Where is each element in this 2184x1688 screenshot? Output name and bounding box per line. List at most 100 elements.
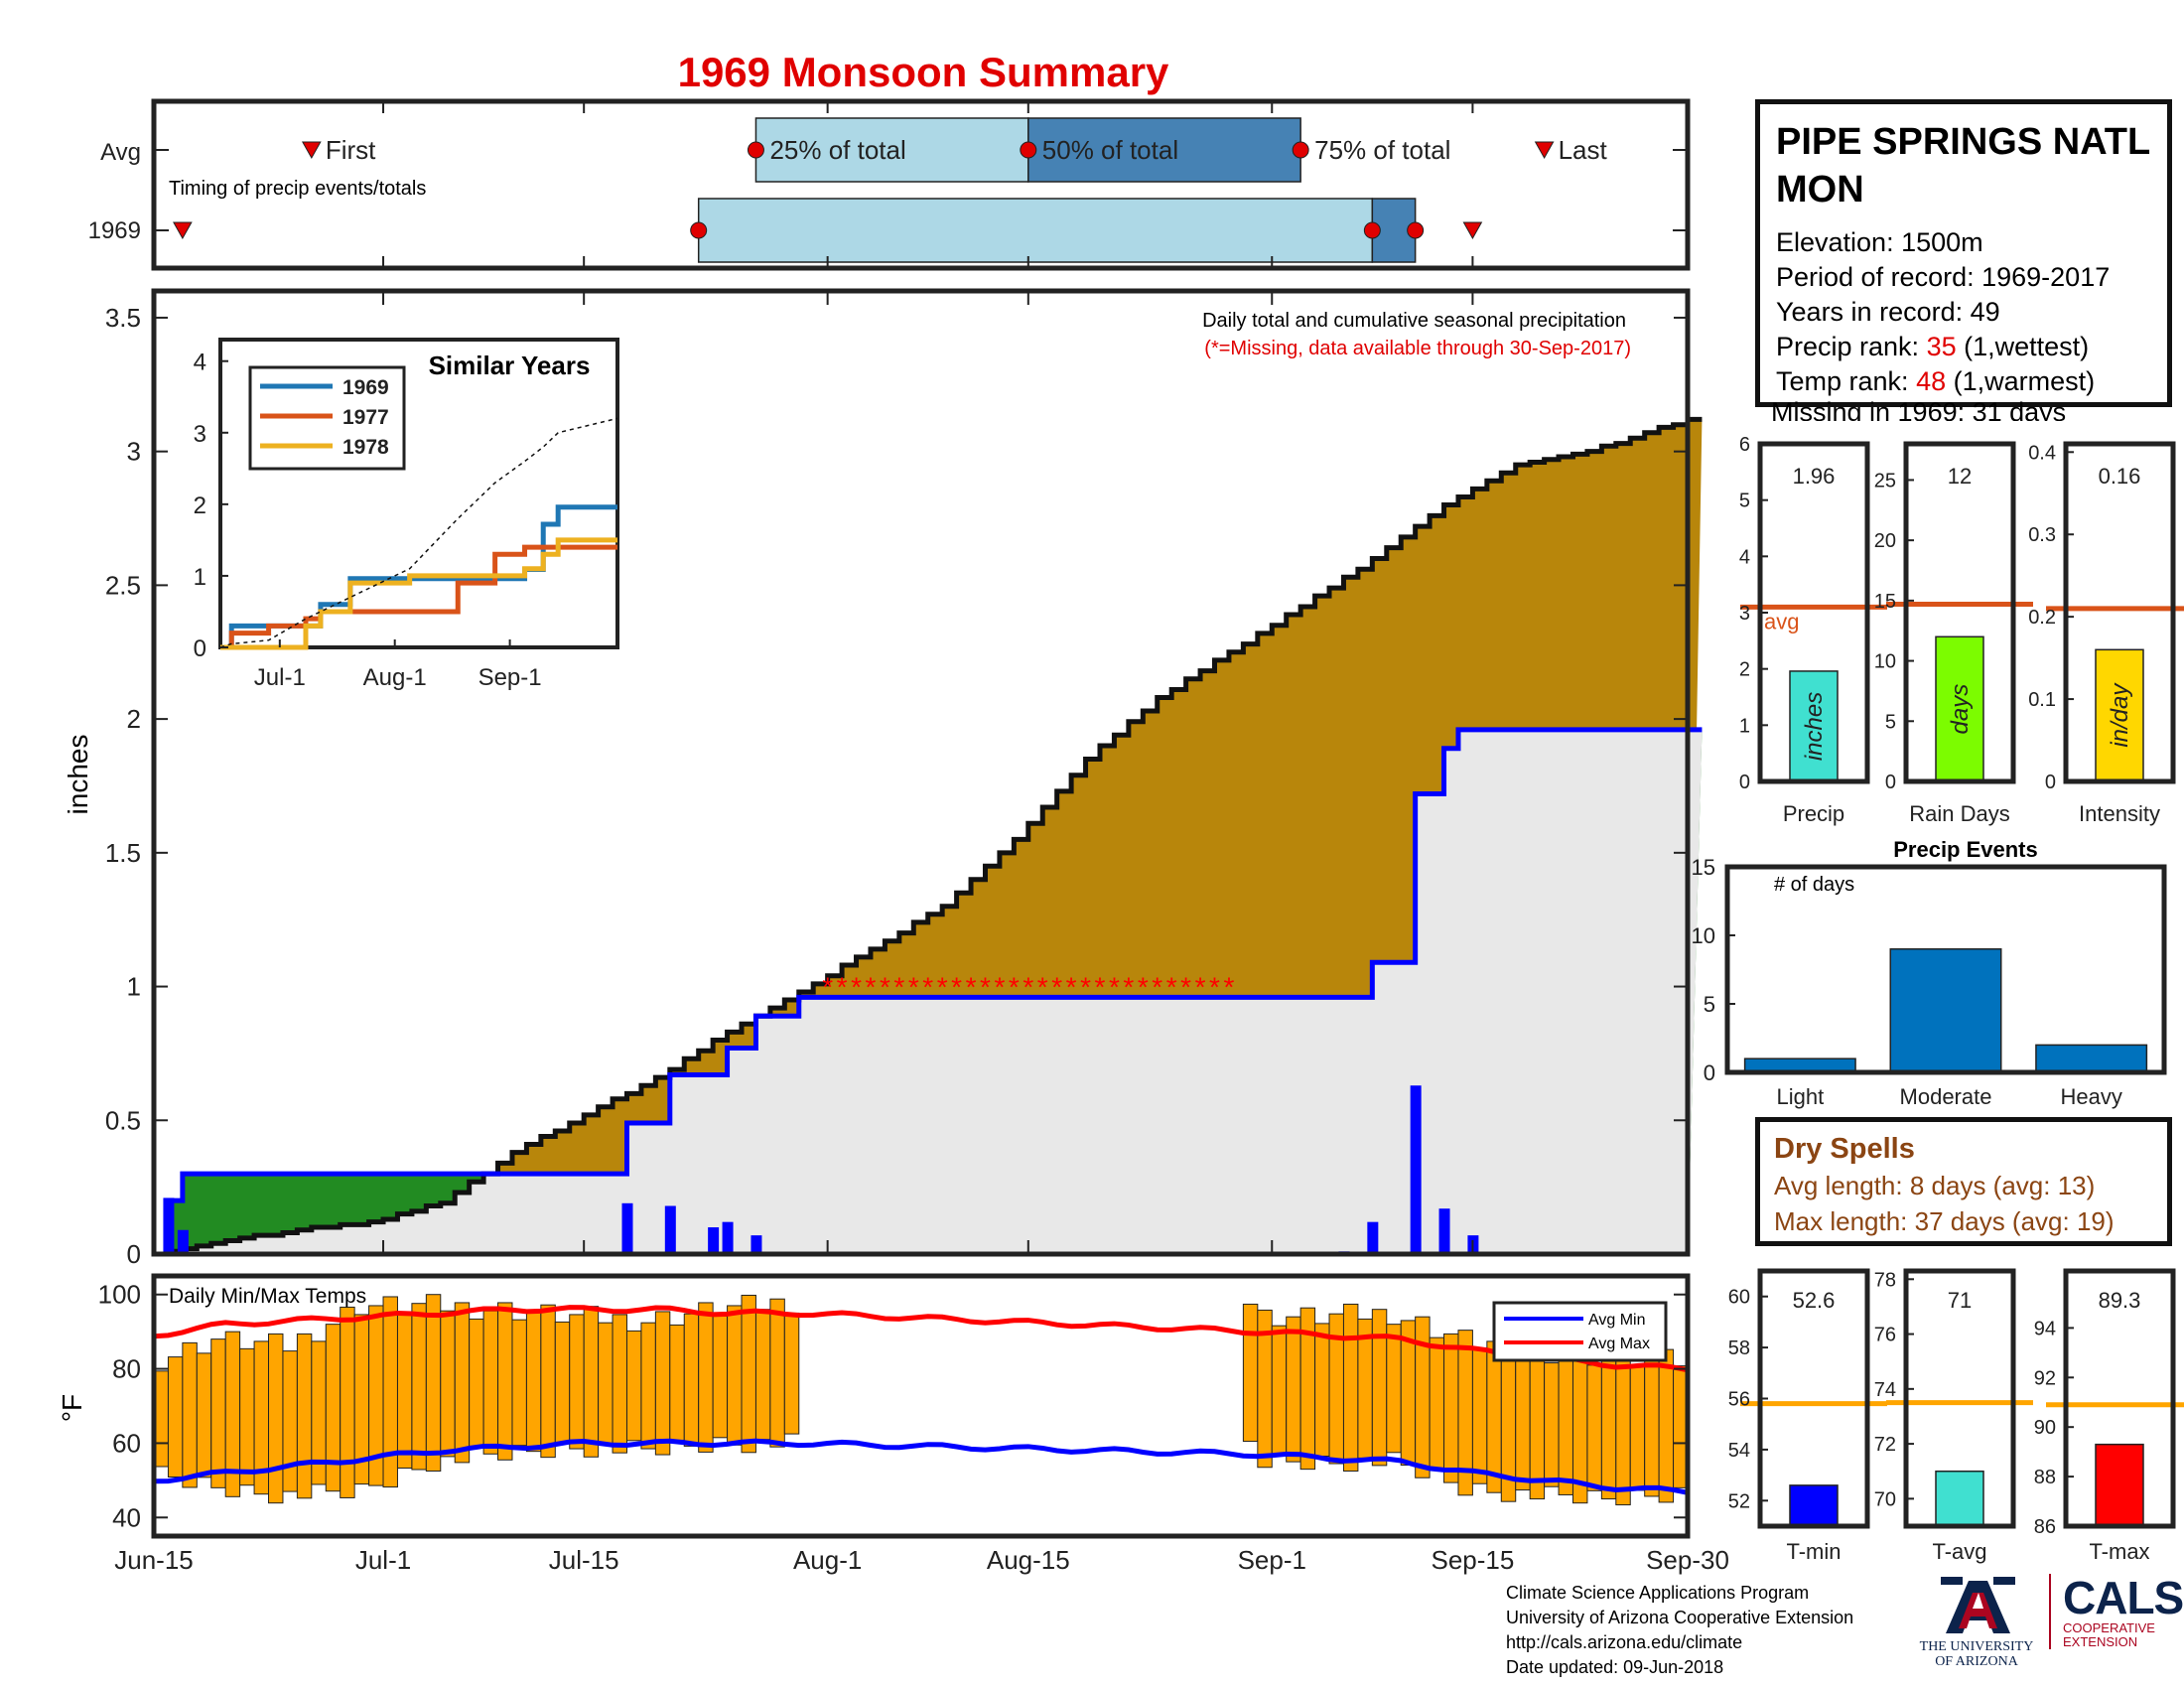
missing-data-marker: * [1095,972,1106,1003]
missing-data-marker: * [1023,972,1033,1003]
summary-y-tick-label: 25 [1874,470,1896,492]
missing-data-marker: * [1152,972,1162,1003]
daily-temp-bar [1529,1344,1546,1500]
daily-temp-bar [1629,1365,1646,1491]
summary-label: Precip [1783,801,1844,826]
daily-temp-bar [1644,1356,1660,1497]
daily-temp-bar [698,1302,714,1453]
main-note-line2: (*=Missing, data available through 30-Se… [1204,338,1631,359]
daily-precip-bar [722,1221,734,1254]
inset-y-tick-label: 1 [194,564,206,591]
inset-series-1978 [220,537,617,650]
daily-temp-bar [196,1352,212,1478]
daily-temp-bar [654,1311,671,1456]
missing-data-marker: * [822,972,833,1003]
summary-y-tick-label: 5 [1739,491,1750,512]
summary-y-tick-label: 1 [1739,715,1750,737]
avg-max-line [153,1305,1689,1373]
missing-data-marker: * [908,972,919,1003]
summary-unit: days [1947,684,1974,735]
daily-temp-bar [1371,1309,1388,1467]
year-p50-marker [1363,221,1381,239]
temp-summary-y-tick-label: 86 [2034,1516,2056,1538]
missing-data-marker: * [1223,972,1234,1003]
temp-y-tick-label: 40 [112,1502,141,1532]
figure-title: 1969 Monsoon Summary [678,49,1169,95]
daily-temp-bar [182,1341,198,1488]
missing-data-marker: * [1166,972,1177,1003]
temp-summary-frame [2063,1268,2176,1529]
temp-summary-y-tick-label: 72 [1874,1434,1896,1456]
summary-y-tick-label: 15 [1874,591,1896,613]
daily-temp-bar [1342,1303,1359,1472]
main-y-tick-label: 0 [127,1239,141,1269]
precip-event-label: Light [1776,1084,1824,1109]
x-tick-label: Jul-1 [355,1545,411,1575]
daily-temp-bar [569,1314,585,1450]
avg-p25-marker [747,141,764,159]
daily-precip-bar [621,1202,633,1254]
missing-data-marker: * [1051,972,1062,1003]
main-y-tick-label: 0.5 [105,1105,141,1135]
year-p25-p50-bar [697,198,1374,263]
daily-temp-bar [1271,1325,1288,1456]
temp-summary-bar-t-avg [1935,1470,1984,1527]
daily-temp-bar [1471,1347,1488,1484]
year-cumulative-area [154,729,1703,1254]
missing-data-marker: * [937,972,948,1003]
temp-summary-label: T-avg [1932,1539,1986,1564]
daily-temp-bar [1443,1333,1459,1483]
avg-p75-marker [1292,141,1309,159]
similar-years-inset: 0 1 2 3 4 Jul-1 Aug-1 Sep-1 Similar Years 1969 1… [194,338,619,691]
summary-y-tick-label: 0.1 [2028,689,2056,711]
temp-summary-value: 52.6 [1793,1288,1836,1313]
inset-title: Similar Years [429,351,591,380]
inset-y-tick-label: 4 [194,350,206,376]
missing-data-marker: * [1080,972,1091,1003]
daily-temp-bar [1242,1303,1259,1443]
legend-avg-min: Avg Min [1588,1312,1646,1329]
missing-data-marker: * [1109,972,1120,1003]
daily-temp-bar [598,1322,614,1446]
credits-line2: University of Arizona Cooperative Extens… [1506,1608,1854,1627]
main-y-tick-label: 3 [127,437,141,467]
summary-bar-rain-days [1935,635,1984,782]
timing-caption: Timing of precip events/totals [169,178,426,200]
daily-temp-bar [167,1356,184,1477]
summary-y-tick-label: 0.3 [2028,524,2056,546]
daily-temp-bar [1586,1364,1602,1491]
temp-summary-y-tick-label: 74 [1874,1379,1896,1401]
summary-unit: inches [1801,692,1828,761]
year-last-marker [1462,221,1483,240]
station-info-box: PIPE SPRINGS NATL MON Elevation: 1500m P… [1755,99,2172,407]
missing-data-marker: * [1209,972,1220,1003]
daily-temp-bar [1658,1348,1675,1503]
temp-bar-charts: 52.6 T-min 52 54 56 58 60 71 T-avg 70 72 74 76 78 89.3… [1728,1268,2184,1564]
daily-temp-bar [625,1330,642,1442]
timing-first-label: First [326,135,376,165]
avg-first-marker [301,141,322,160]
main-y-tick-label: 2 [127,704,141,734]
daily-temp-bar [540,1304,556,1459]
missing-data-marker: * [1138,972,1149,1003]
inset-y-tick-label: 0 [194,635,206,662]
daily-precip-bar [1367,1221,1379,1254]
daily-temp-bar [669,1324,685,1441]
temp-summary-y-tick-label: 70 [1874,1488,1896,1510]
year-first-marker [173,221,193,240]
temp-summary-label: T-max [2089,1539,2149,1564]
summary-y-tick-label: 6 [1739,434,1750,456]
daily-temp-bar [425,1294,442,1472]
x-tick-label: Jul-15 [549,1545,619,1575]
timing-p50-label: 50% of total [1042,135,1178,165]
daily-temp-bar [1558,1354,1573,1495]
missing-data-marker: * [1009,972,1020,1003]
x-tick-label: Jun-15 [114,1545,194,1575]
cals-sub1: COOPERATIVE [2063,1620,2155,1635]
summary-value: 0.16 [2099,464,2141,489]
events-y-tick-label: 15 [1692,855,1715,880]
daily-temp-bar [683,1313,700,1447]
year-p75-marker [1407,221,1425,239]
